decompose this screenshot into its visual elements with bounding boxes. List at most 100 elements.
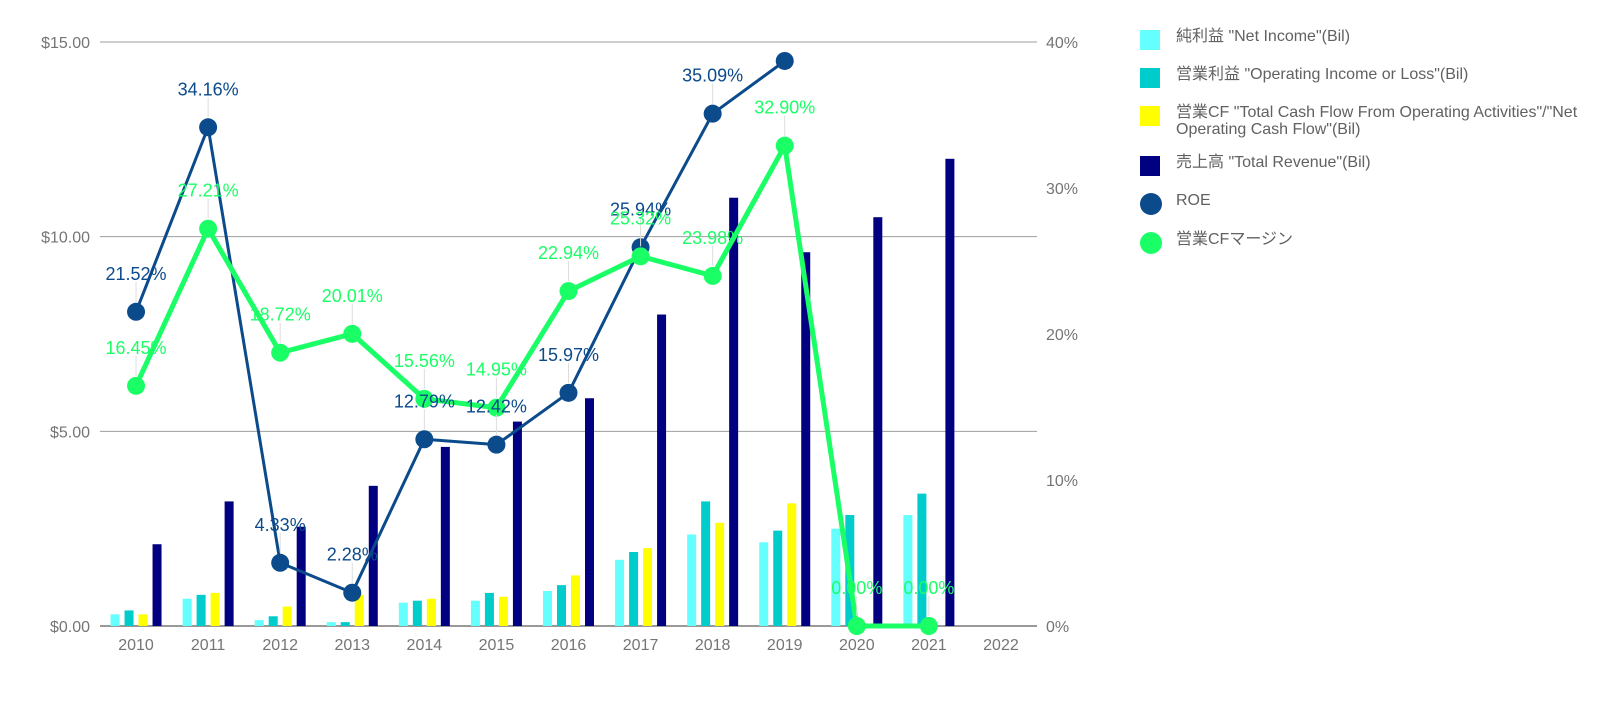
bar — [484, 592, 494, 626]
bar — [426, 598, 436, 626]
bar — [715, 522, 725, 626]
data-label: 4.33% — [255, 515, 306, 535]
data-point — [775, 51, 794, 70]
data-point — [559, 383, 578, 402]
bar — [729, 197, 739, 626]
data-point — [703, 104, 722, 123]
bar — [210, 592, 220, 626]
legend-item: 営業利益 "Operating Income or Loss"(Bil) — [1140, 66, 1590, 88]
bar — [254, 620, 264, 626]
data-label: 27.21% — [178, 181, 239, 201]
data-point — [271, 343, 290, 362]
data-point — [271, 553, 290, 572]
data-label: 20.01% — [322, 286, 383, 306]
x-tick-label: 2012 — [262, 637, 298, 654]
bar — [470, 600, 480, 626]
bar — [917, 493, 927, 626]
data-point — [487, 398, 506, 417]
bar — [498, 596, 508, 626]
data-label: 2.28% — [327, 545, 378, 565]
legend-label: 営業利益 "Operating Income or Loss"(Bil) — [1176, 66, 1469, 83]
bar — [557, 585, 566, 626]
y-right-tick-label: 0% — [1046, 619, 1069, 636]
legend-swatch — [1140, 30, 1160, 50]
bar — [629, 552, 639, 626]
bar — [152, 544, 162, 626]
bar — [701, 501, 711, 626]
bar — [326, 622, 336, 626]
x-tick-label: 2022 — [983, 637, 1019, 654]
data-label: 12.42% — [466, 397, 527, 417]
data-label: 21.52% — [106, 264, 167, 284]
y-right-tick-label: 20% — [1046, 327, 1078, 344]
legend-item: 純利益 "Net Income"(Bil) — [1140, 28, 1590, 50]
x-tick-label: 2015 — [479, 637, 515, 654]
legend-label: 売上高 "Total Revenue"(Bil) — [1176, 154, 1371, 171]
y-left-tick-label: $10.00 — [41, 230, 90, 247]
series-line — [133, 143, 929, 629]
bar — [945, 158, 955, 627]
bar — [903, 515, 913, 626]
bar — [440, 446, 450, 626]
data-point — [127, 376, 146, 395]
bar — [571, 575, 580, 626]
data-point — [415, 389, 434, 408]
data-label: 15.97% — [538, 345, 599, 365]
bar — [831, 528, 841, 626]
data-label: 32.90% — [754, 98, 815, 118]
y-left-tick-label: $15.00 — [41, 35, 90, 52]
data-label: 15.56% — [394, 351, 455, 371]
legend-item: 営業CF "Total Cash Flow From Operating Act… — [1140, 104, 1590, 138]
combo-chart: $0.00 $5.00 $10.00 $15.00 0% 10% 20% 30% 40% 20… — [41, 35, 1078, 654]
x-tick-label: 2014 — [407, 637, 443, 654]
legend-item: 売上高 "Total Revenue"(Bil) — [1140, 154, 1590, 176]
data-point — [847, 617, 866, 635]
bar — [282, 606, 292, 626]
x-tick-label: 2016 — [551, 637, 587, 654]
data-point — [199, 118, 218, 137]
data-label: 25.32% — [610, 208, 671, 228]
data-label: 0.00% — [903, 578, 954, 598]
data-label: 22.94% — [538, 243, 599, 263]
data-point — [343, 583, 362, 602]
legend-label: 営業CF "Total Cash Flow From Operating Act… — [1176, 104, 1578, 138]
bar — [759, 542, 769, 626]
x-tick-label: 2019 — [767, 637, 803, 654]
legend-swatch — [1140, 68, 1160, 88]
y-left-tick-label: $5.00 — [50, 424, 90, 441]
bar — [615, 559, 625, 626]
bar — [643, 548, 653, 626]
x-tick-label: 2021 — [911, 637, 947, 654]
bar — [124, 610, 134, 626]
x-tick-label: 2017 — [623, 637, 659, 654]
bar — [138, 614, 148, 626]
data-point — [703, 266, 722, 285]
bar — [110, 614, 120, 626]
bar-series — [110, 158, 955, 627]
data-label: 23.98% — [682, 228, 743, 248]
legend-item: 営業CFマージン — [1140, 231, 1590, 254]
legend-swatch — [1140, 193, 1162, 215]
bar — [196, 594, 206, 626]
bar — [368, 485, 378, 626]
legend-swatch — [1140, 106, 1160, 126]
y-axis-right: 0% 10% 20% 30% 40% — [1046, 35, 1078, 636]
data-point — [199, 219, 218, 238]
bar — [354, 594, 364, 626]
data-label: 35.09% — [682, 66, 743, 86]
legend-item: ROE — [1140, 192, 1590, 215]
data-point — [559, 282, 578, 301]
data-label: 34.16% — [178, 79, 239, 99]
y-right-tick-label: 30% — [1046, 181, 1078, 198]
bar — [340, 622, 350, 626]
bar — [398, 602, 408, 626]
x-tick-label: 2013 — [334, 637, 370, 654]
legend-label: 純利益 "Net Income"(Bil) — [1176, 28, 1351, 45]
bar — [687, 534, 697, 626]
y-right-tick-label: 10% — [1046, 473, 1078, 490]
y-left-tick-label: $0.00 — [50, 619, 90, 636]
data-point — [343, 324, 362, 343]
data-label: 25.94% — [610, 199, 671, 219]
data-point — [631, 247, 650, 266]
data-point — [919, 617, 938, 635]
